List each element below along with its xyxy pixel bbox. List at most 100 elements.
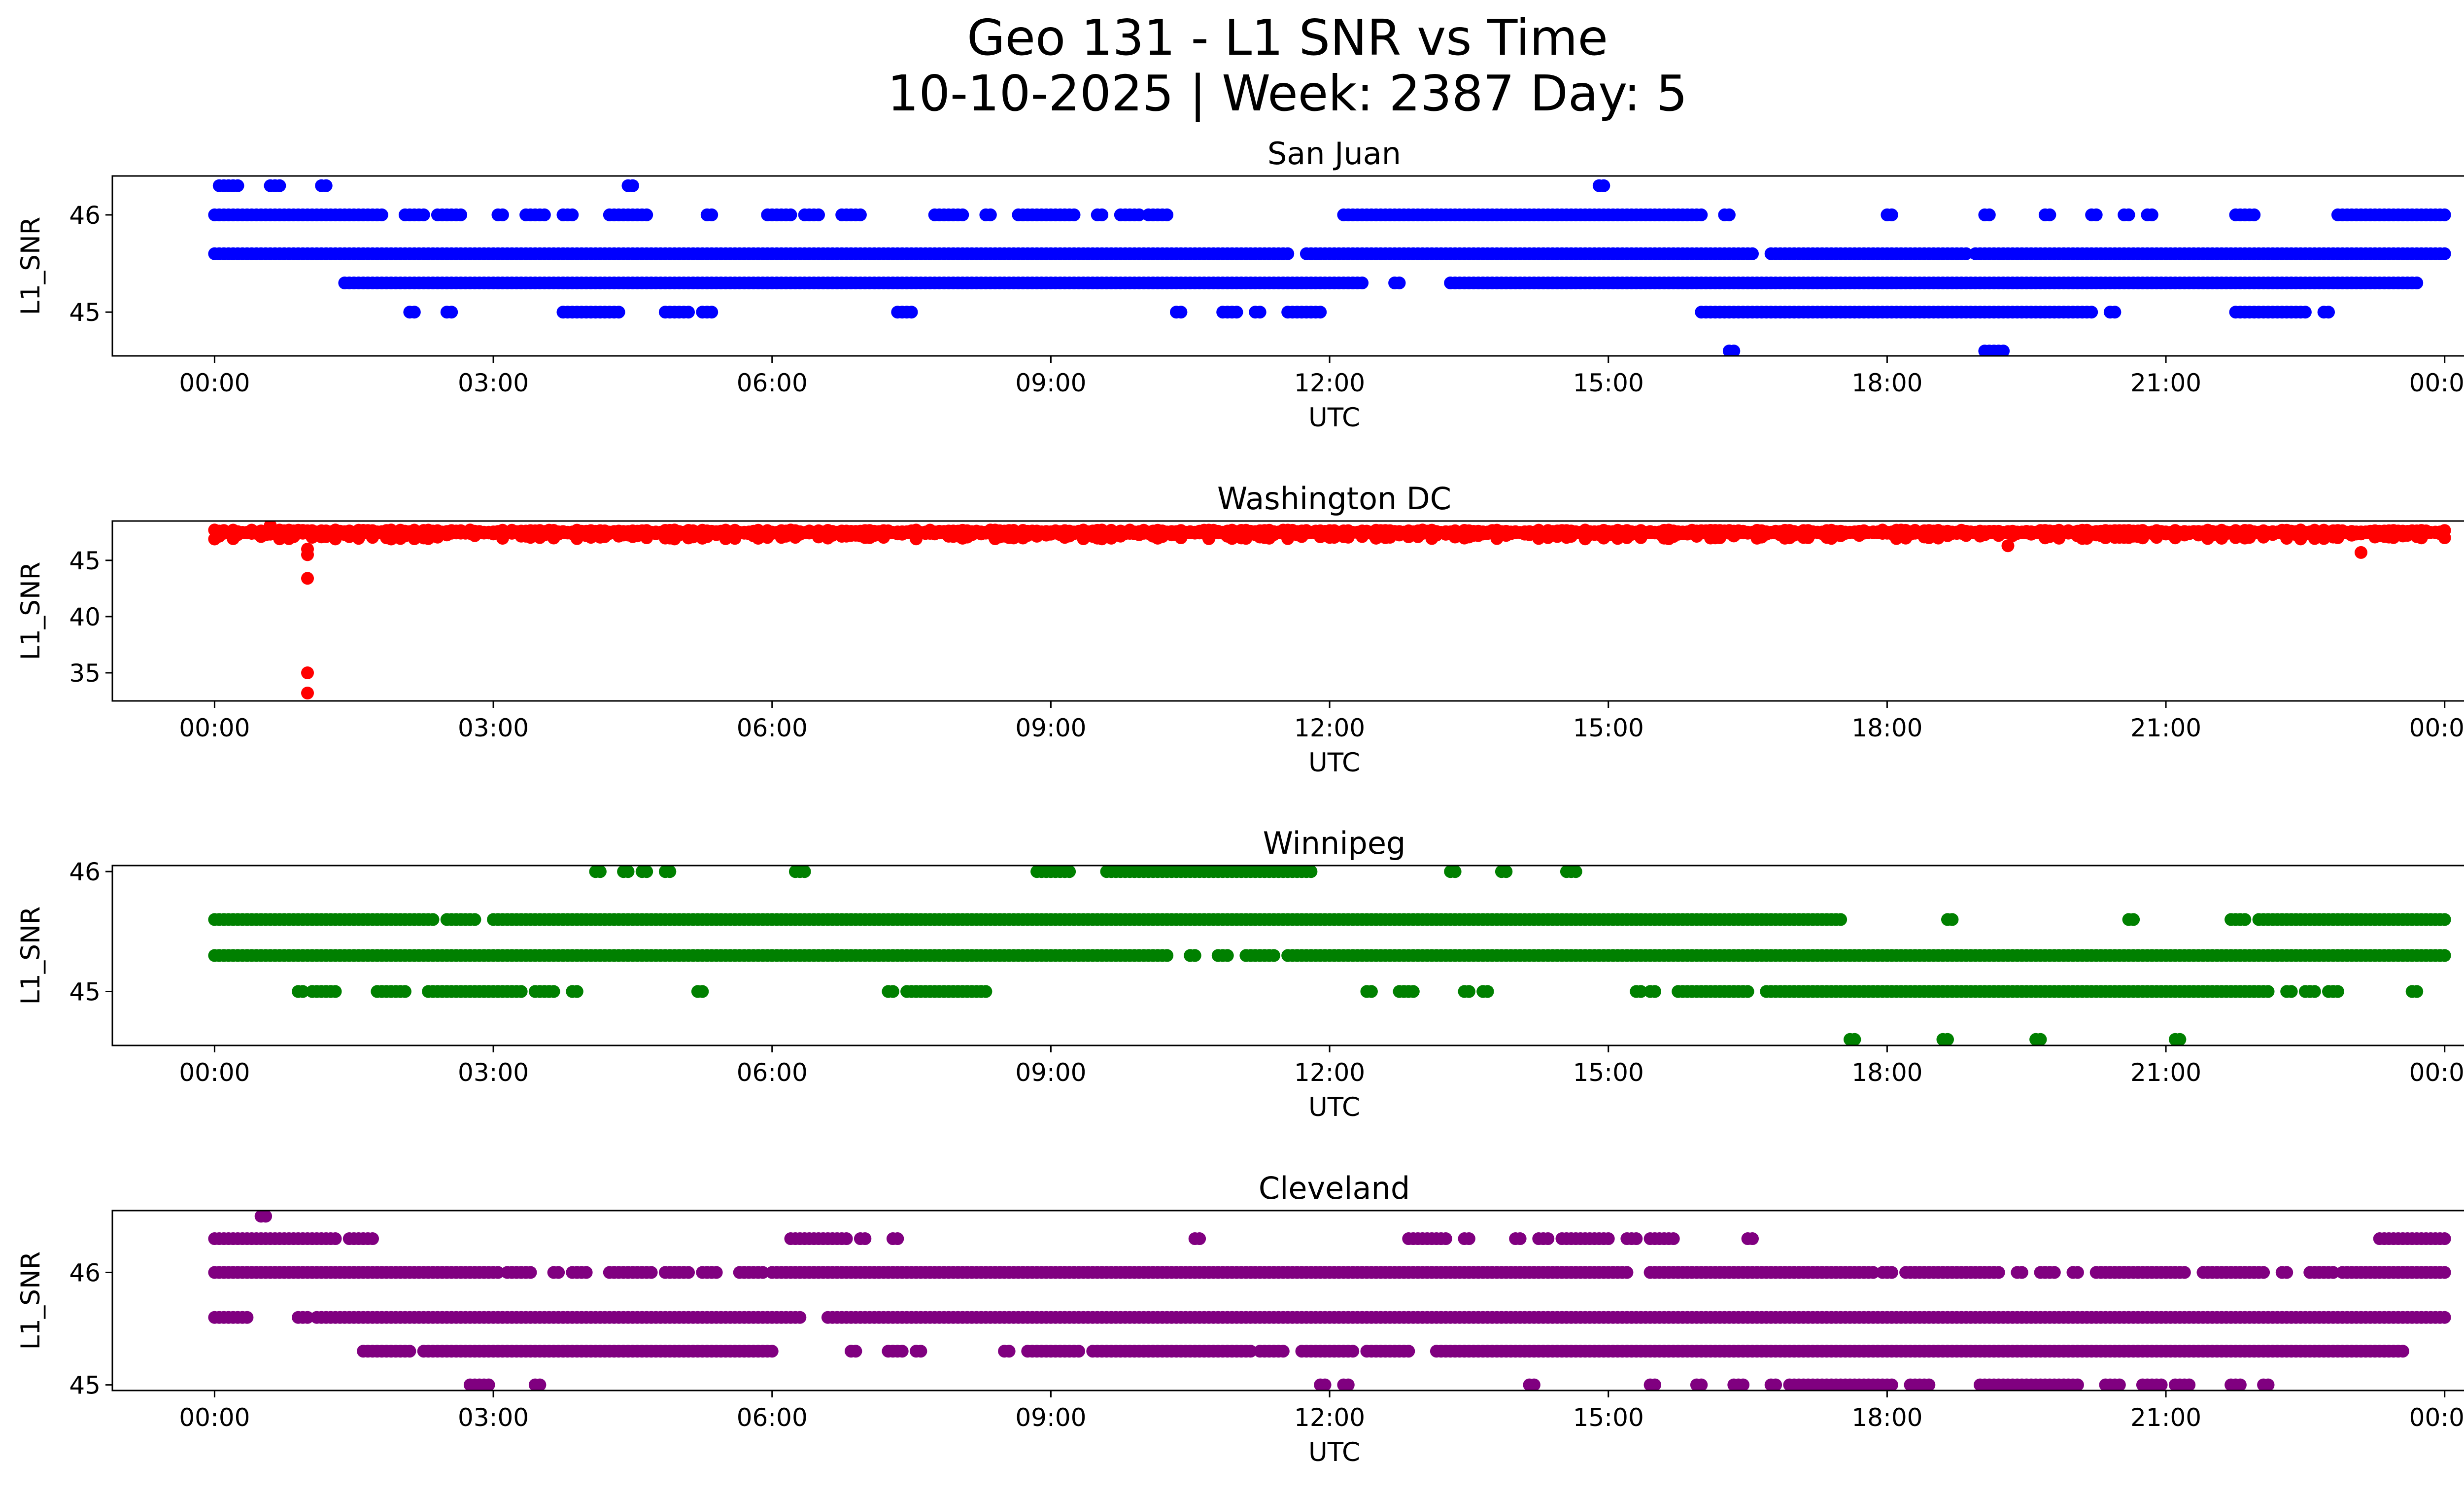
y-axis-label: L1_SNR: [16, 562, 46, 661]
data-point: [514, 985, 528, 998]
data-point: [1941, 1033, 1954, 1045]
data-point: [366, 1232, 379, 1245]
x-tick-label: 00:00: [179, 1058, 250, 1087]
data-point: [682, 1266, 695, 1279]
data-point: [552, 1266, 565, 1279]
x-tick-label: 06:00: [737, 1058, 808, 1087]
data-point: [1602, 1232, 1615, 1245]
data-point: [329, 985, 342, 998]
data-point: [2178, 1266, 2191, 1279]
data-point: [840, 1232, 853, 1245]
data-point: [2438, 208, 2451, 221]
data-point: [756, 1266, 769, 1279]
x-tick-label: 00:00: [2409, 1058, 2464, 1087]
data-point: [1667, 1232, 1680, 1245]
data-point: [849, 1345, 862, 1358]
data-point: [1314, 306, 1327, 319]
data-point: [1885, 1378, 1898, 1391]
data-point: [1946, 913, 1959, 926]
axes-frame: [111, 865, 2464, 1046]
data-point: [1885, 208, 1898, 221]
subplot-title: San Juan: [1267, 136, 1401, 172]
x-tick-label: 09:00: [1015, 714, 1086, 742]
data-point: [1746, 247, 1759, 260]
data-point: [570, 985, 583, 998]
data-point: [854, 208, 867, 221]
data-points: [208, 179, 2451, 356]
data-point: [2108, 306, 2122, 319]
data-point: [1648, 985, 1661, 998]
data-point: [2438, 1311, 2451, 1324]
data-point: [593, 866, 607, 878]
data-point: [1481, 985, 1494, 998]
data-point: [491, 1266, 505, 1279]
data-point: [2048, 1266, 2061, 1279]
data-point: [2327, 1266, 2340, 1279]
data-point: [1634, 985, 1647, 998]
data-point: [1346, 1345, 1360, 1358]
data-point: [1992, 1266, 2005, 1279]
data-point: [2043, 208, 2056, 221]
data-point: [956, 208, 969, 221]
data-point: [496, 208, 509, 221]
x-tick-label: 12:00: [1294, 369, 1365, 397]
data-point: [1983, 208, 1996, 221]
x-axis-label: UTC: [1308, 748, 1360, 778]
y-axis-label: L1_SNR: [16, 217, 46, 315]
data-point: [663, 866, 677, 878]
data-point: [1959, 247, 1973, 260]
data-point: [626, 179, 639, 192]
data-point: [2438, 247, 2451, 260]
data-point: [2145, 208, 2158, 221]
data-point: [2173, 1033, 2187, 1045]
data-point: [1174, 306, 1188, 319]
data-point: [710, 1266, 723, 1279]
data-point: [426, 913, 440, 926]
data-point: [1393, 277, 1406, 289]
data-point: [1063, 866, 1076, 878]
y-tick-label: 45: [69, 978, 101, 1007]
x-tick-label: 00:00: [179, 714, 250, 742]
data-point: [231, 179, 244, 192]
data-point: [765, 1345, 779, 1358]
data-point: [375, 208, 388, 221]
data-point: [1620, 1266, 1634, 1279]
data-point: [1848, 1033, 1861, 1045]
data-point: [645, 1266, 658, 1279]
data-point: [2248, 208, 2261, 221]
data-points: [208, 866, 2451, 1045]
data-point: [2155, 1378, 2168, 1391]
x-tick-label: 15:00: [1573, 1058, 1644, 1087]
x-tick-label: 12:00: [1294, 714, 1365, 742]
data-point: [580, 1266, 593, 1279]
data-point: [2127, 913, 2140, 926]
data-point: [1276, 1345, 1290, 1358]
x-axis-label: UTC: [1308, 1092, 1360, 1122]
data-point: [621, 866, 635, 878]
data-point: [301, 1311, 314, 1324]
data-point: [2034, 1033, 2047, 1045]
data-point: [1406, 985, 1420, 998]
data-point: [301, 572, 314, 585]
data-point: [1922, 1378, 1936, 1391]
data-point: [2257, 1266, 2270, 1279]
data-point: [533, 1378, 547, 1391]
data-point: [1737, 1378, 1750, 1391]
data-point: [2001, 539, 2015, 553]
data-point: [1132, 208, 1146, 221]
data-point: [2410, 277, 2424, 289]
data-point: [784, 208, 797, 221]
data-point: [403, 1345, 416, 1358]
data-point: [2438, 913, 2451, 926]
data-point: [1253, 306, 1266, 319]
data-point: [682, 306, 695, 319]
data-point: [1221, 949, 1234, 962]
data-point: [2308, 985, 2321, 998]
data-point: [538, 208, 551, 221]
x-tick-label: 12:00: [1294, 1058, 1365, 1087]
data-point: [2331, 985, 2344, 998]
subplot-title: Cleveland: [1259, 1170, 1410, 1206]
data-point: [2396, 1345, 2409, 1358]
data-point: [1281, 247, 1295, 260]
